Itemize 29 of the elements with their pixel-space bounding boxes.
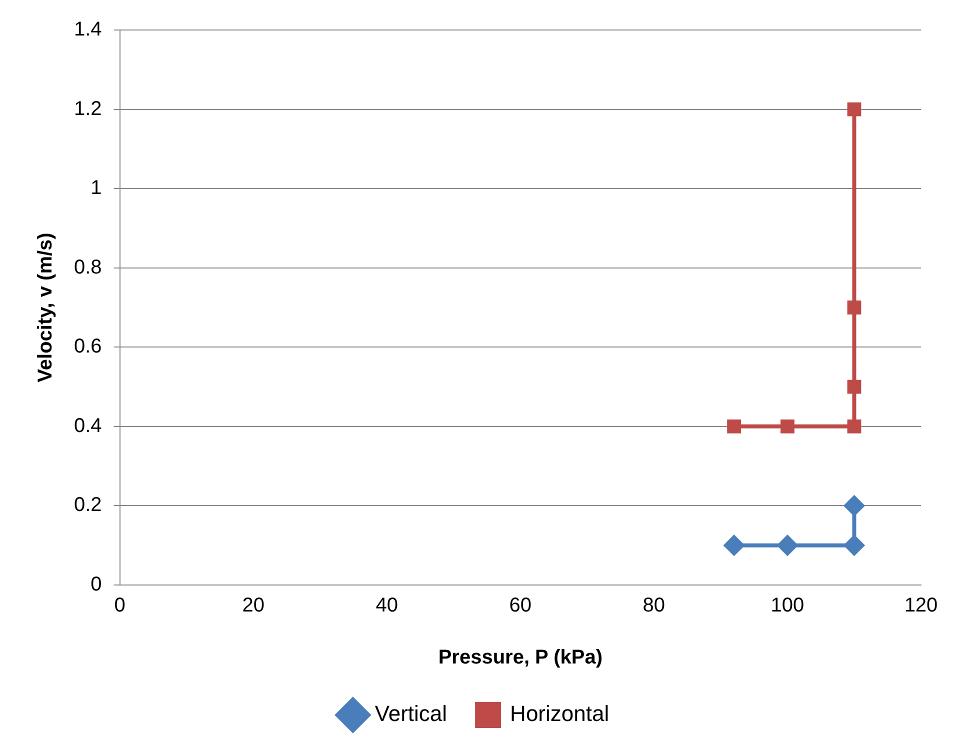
point bbox=[780, 419, 794, 434]
point bbox=[847, 380, 862, 394]
x-tick-label: 40 bbox=[376, 594, 398, 617]
y-tick-label: 1.2 bbox=[74, 98, 102, 120]
legend-label: Horizontal bbox=[510, 701, 610, 726]
y-tick-label: 1.4 bbox=[74, 18, 102, 41]
y-tick-label: 0.2 bbox=[74, 494, 102, 516]
point bbox=[844, 496, 864, 516]
y-tick-label: 1 bbox=[90, 177, 102, 200]
point bbox=[847, 419, 862, 434]
point bbox=[777, 535, 798, 556]
y-tick-label: 0.4 bbox=[74, 414, 102, 437]
y-tick-label: 0.8 bbox=[74, 256, 102, 278]
x-axis-title: Pressure, P (kPa) bbox=[438, 646, 602, 669]
x-tick-label: 100 bbox=[770, 594, 804, 617]
x-tick-label: 120 bbox=[904, 594, 938, 617]
y-tick-label: 0 bbox=[90, 574, 102, 596]
point bbox=[727, 419, 742, 434]
point bbox=[847, 102, 862, 116]
x-tick-label: 20 bbox=[242, 594, 264, 617]
x-tick-label: 0 bbox=[114, 594, 126, 617]
x-tick-label: 80 bbox=[642, 594, 666, 617]
point bbox=[847, 300, 862, 314]
y-tick-label: 0.6 bbox=[74, 336, 102, 358]
legend-label: Vertical bbox=[374, 701, 448, 726]
point bbox=[844, 535, 864, 556]
point bbox=[724, 535, 744, 556]
x-tick-label: 60 bbox=[509, 594, 532, 617]
y-axis-title: Velocity, v (m/s) bbox=[34, 232, 57, 382]
